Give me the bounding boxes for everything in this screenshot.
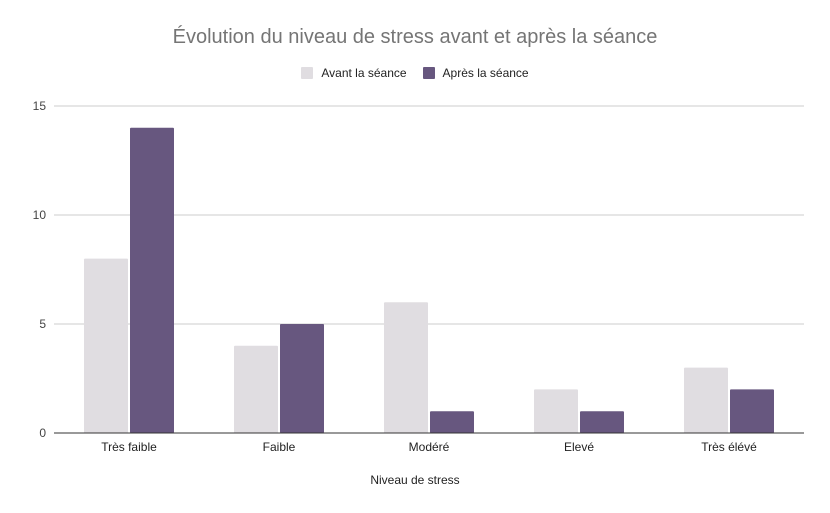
bar-avant-3[interactable] xyxy=(534,389,578,433)
bar-apres-4[interactable] xyxy=(730,389,774,433)
y-tick-label: 0 xyxy=(39,426,46,440)
legend-item-before[interactable]: Avant la séance xyxy=(301,66,407,80)
gridlines xyxy=(54,105,804,325)
legend: Avant la séance Après la séance xyxy=(0,66,830,80)
legend-label-before: Avant la séance xyxy=(321,66,407,80)
x-tick-label: Modéré xyxy=(409,440,450,454)
chart-title: Évolution du niveau de stress avant et a… xyxy=(172,26,658,48)
bar-apres-3[interactable] xyxy=(580,411,624,433)
y-tick-label: 10 xyxy=(33,208,47,222)
bar-avant-1[interactable] xyxy=(234,345,278,433)
bar-apres-0[interactable] xyxy=(130,127,174,434)
bar-avant-0[interactable] xyxy=(84,258,128,433)
legend-label-after: Après la séance xyxy=(442,66,529,80)
x-tick-label: Très faible xyxy=(101,440,157,454)
legend-swatch-before xyxy=(301,67,314,79)
bar-avant-4[interactable] xyxy=(684,367,728,433)
x-axis-title: Niveau de stress xyxy=(370,473,460,487)
x-tick-label: Elevé xyxy=(564,440,594,454)
bar-apres-1[interactable] xyxy=(280,324,324,433)
y-tick-label: 5 xyxy=(39,317,46,331)
bars xyxy=(84,127,774,434)
bar-apres-2[interactable] xyxy=(430,411,474,433)
axes: 0 5 10 15 Très faible Faible Modéré Elevé Très é… xyxy=(33,99,804,454)
y-tick-label: 15 xyxy=(33,99,47,113)
legend-swatch-after xyxy=(422,67,435,79)
bar-avant-2[interactable] xyxy=(384,302,428,433)
x-tick-label: Faible xyxy=(263,440,296,454)
x-tick-label: Très élévé xyxy=(701,440,757,454)
legend-item-after[interactable]: Après la séance xyxy=(422,66,529,80)
